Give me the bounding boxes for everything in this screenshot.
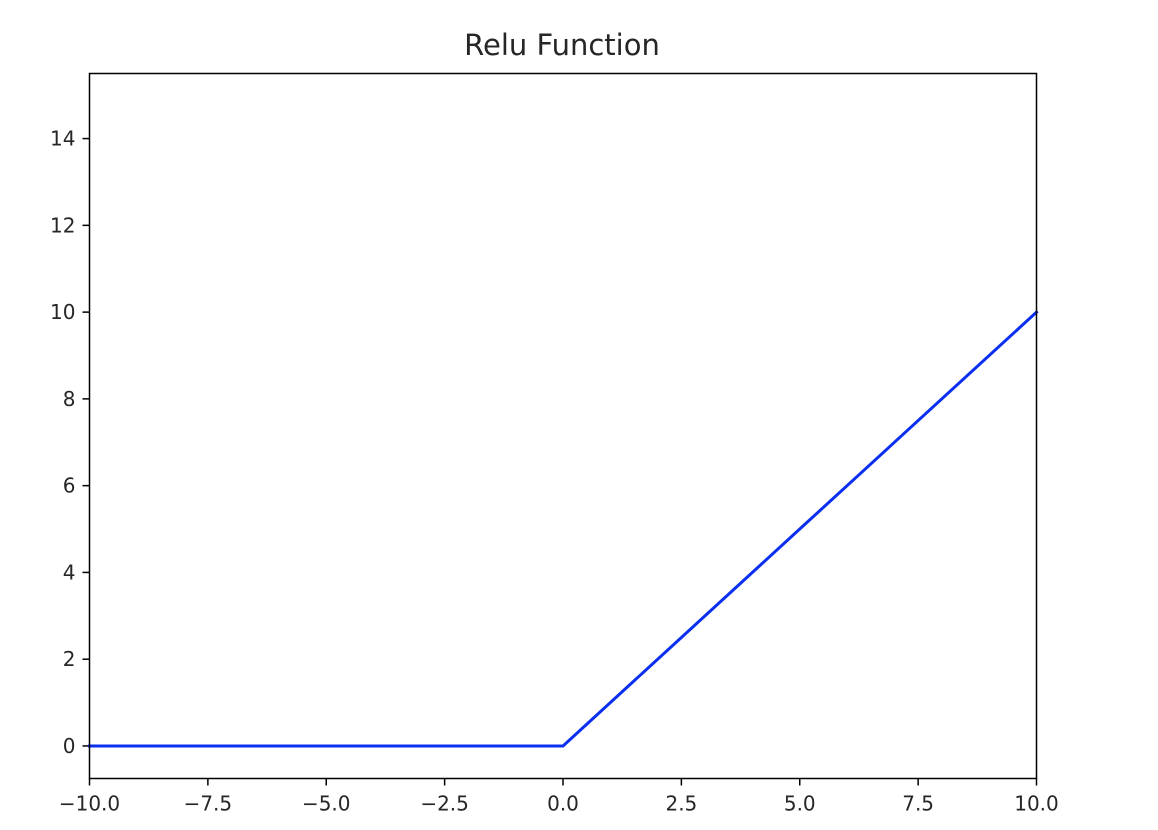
y-tick-label: 2	[63, 647, 76, 671]
x-tick-label: 7.5	[902, 792, 934, 816]
y-tick-label: 10	[50, 300, 75, 324]
x-tick-label: 10.0	[1014, 792, 1059, 816]
y-tick-label: 0	[63, 734, 76, 758]
x-tick-label: −2.5	[420, 792, 469, 816]
x-axis-ticks: −10.0 −7.5 −5.0 −2.5 0.0 2.5 5.0 7.5 10.0	[59, 778, 1059, 816]
y-tick-label: 8	[63, 387, 76, 411]
y-tick-label: 14	[50, 127, 75, 151]
x-tick-label: 2.5	[665, 792, 697, 816]
y-tick-label: 6	[63, 474, 76, 498]
x-tick-label: −7.5	[184, 792, 233, 816]
x-tick-label: −10.0	[59, 792, 120, 816]
y-tick-label: 12	[50, 213, 75, 237]
plot-area-frame	[88, 72, 1038, 780]
x-tick-label: −5.0	[302, 792, 351, 816]
relu-series-line	[88, 310, 1039, 748]
y-axis-ticks: 0 2 4 6 8 10 12 14	[50, 127, 90, 758]
x-tick-label: 5.0	[784, 792, 816, 816]
chart-title: Relu Function	[464, 28, 660, 62]
x-tick-label: 0.0	[547, 792, 579, 816]
y-tick-label: 4	[63, 560, 76, 584]
series-layer	[88, 310, 1039, 748]
